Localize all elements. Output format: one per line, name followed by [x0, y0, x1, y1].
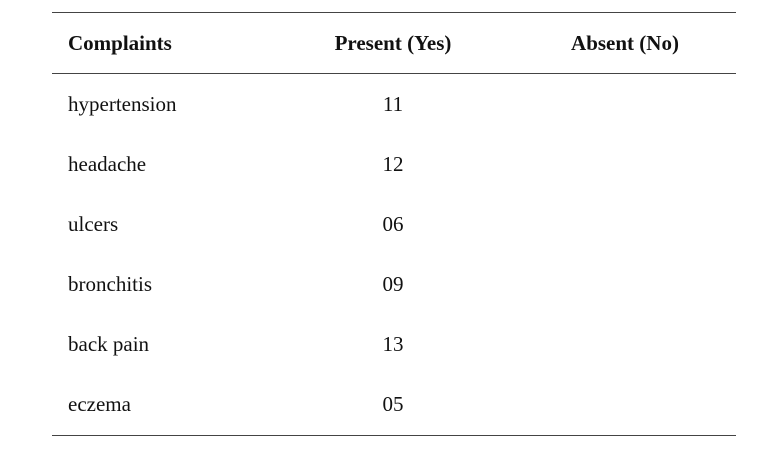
top-rule	[52, 12, 736, 13]
complaint-cell: eczema	[68, 392, 131, 416]
header-cell: Present (Yes)	[334, 31, 452, 55]
complaint-cell: hypertension	[68, 92, 177, 116]
complaint-cell: headache	[68, 152, 147, 176]
count-cell: 12	[382, 152, 404, 176]
count-cell: 06	[382, 212, 404, 236]
count-cell: 13	[382, 332, 404, 356]
complaint-cell: ulcers	[68, 212, 119, 236]
header-cell: Complaints	[68, 31, 172, 55]
complaint-cell: bronchitis	[68, 272, 152, 296]
header-cell: Absent (No)	[571, 31, 679, 55]
count-cell: 05	[382, 392, 404, 416]
count-cell: 11	[382, 92, 404, 116]
count-cell: 09	[382, 272, 404, 296]
bottom-rule	[52, 435, 736, 436]
header-rule	[52, 73, 736, 74]
complaint-cell: back pain	[68, 332, 150, 356]
